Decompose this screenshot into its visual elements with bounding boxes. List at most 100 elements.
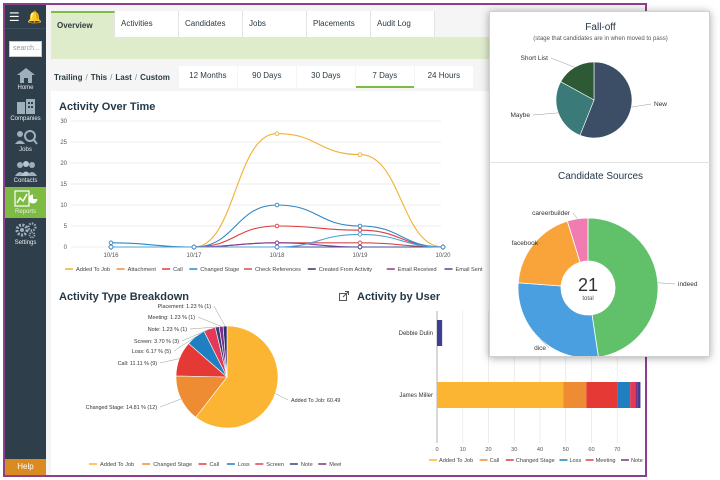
legend-label: Note — [301, 462, 313, 468]
x-tick-label: 30 — [511, 447, 517, 453]
pie-label-leader — [181, 328, 210, 342]
falloff-subtitle: (stage that candidates are in when moved… — [533, 36, 668, 42]
data-point-added-to-job — [274, 131, 280, 136]
help-button[interactable]: Help — [5, 459, 46, 475]
data-point-call — [357, 227, 363, 233]
sidebar-item-reports[interactable]: Reports — [5, 187, 46, 218]
range-mode-trailing[interactable]: Trailing — [54, 72, 83, 82]
pie-label-placement: Placement: 1.23 % (1) — [158, 304, 212, 310]
series-line-added-to-job — [111, 133, 444, 248]
data-point-interview — [357, 232, 363, 237]
y-tick-label: 5 — [64, 224, 68, 230]
bar-segment-placement — [637, 382, 641, 408]
legend-label: Email Received — [398, 267, 437, 273]
legend-label: Added To Job — [76, 267, 110, 273]
data-point-interview — [440, 244, 446, 250]
bar-segment-meeting — [630, 382, 636, 408]
y-tick-label: 10 — [60, 203, 67, 209]
sidebar-item-jobs[interactable]: Jobs — [5, 125, 46, 156]
pie-label-note: Note: 1.23 % (1) — [148, 327, 187, 333]
legend-label: Check References — [255, 267, 301, 273]
sidebar-item-settings[interactable]: Settings — [5, 218, 46, 249]
pie-label-leader — [159, 398, 182, 408]
falloff-title: Fall-off — [585, 22, 616, 33]
donut-center-label: total — [582, 296, 593, 302]
legend-label: Call — [490, 458, 500, 464]
sidebar-item-companies[interactable]: Companies — [5, 94, 46, 125]
donut-slice-indeed — [587, 217, 659, 356]
legend-label: Screen — [266, 462, 284, 468]
range-mode-this[interactable]: This — [90, 72, 108, 82]
legend-label: Email Sent — [456, 267, 483, 273]
data-point-changed-stage — [108, 240, 114, 246]
sidebar-item-label: Contacts — [13, 178, 38, 184]
candidate-sources-section: Candidate Sources — [490, 171, 711, 182]
x-tick-label: 20 — [485, 447, 491, 453]
pie-label-maybe: Maybe — [510, 112, 530, 119]
hamburger-menu-icon[interactable]: ☰ — [8, 9, 20, 24]
tab-audit-log[interactable]: Audit Log — [371, 11, 435, 37]
activity-over-time-chart: 0 5 10 15 20 25 30 10/16 10/17 10/18 10/19 10/20 Add… — [60, 119, 524, 273]
sidebar: ☰ 🔔 search... Home Companies Jobs Contac… — [5, 5, 46, 475]
bar-segment-loss — [617, 382, 631, 408]
range-mode-last[interactable]: Last — [115, 72, 132, 82]
gears-icon — [15, 222, 37, 239]
search-input[interactable]: search... — [9, 41, 42, 57]
tab-candidates[interactable]: Candidates — [179, 11, 243, 37]
legend-label: Added To Job — [439, 458, 473, 464]
candidate-sources-title: Candidate Sources — [557, 171, 644, 182]
legend-label: Call — [210, 462, 220, 468]
sidebar-nav: Home Companies Jobs Contacts Reports Set… — [5, 63, 46, 249]
donut-label-leader — [572, 212, 578, 219]
x-tick-label: 40 — [537, 447, 543, 453]
range-button-90-days[interactable]: 90 Days — [237, 66, 296, 88]
donut-slice-careerbuilder — [566, 217, 589, 263]
range-button-24-hours[interactable]: 24 Hours — [414, 66, 473, 88]
tab-placements[interactable]: Placements — [307, 11, 371, 37]
sidebar-item-contacts[interactable]: Contacts — [5, 156, 46, 187]
tab-overview[interactable]: Overview — [51, 11, 115, 37]
activity-type-breakdown-title: Activity Type Breakdown — [59, 291, 189, 303]
donut-label-leader — [533, 242, 542, 245]
pie-label-changed-stage: Changed Stage: 14.81 % (12) — [86, 405, 158, 411]
tab-jobs[interactable]: Jobs — [243, 11, 307, 37]
y-tick-label: Debbie Dulin — [399, 331, 433, 337]
sidebar-item-home[interactable]: Home — [5, 63, 46, 94]
activity-by-user-title: Activity by User — [357, 291, 441, 303]
tab-activities[interactable]: Activities — [115, 11, 179, 37]
bar-segment-note — [635, 382, 638, 408]
sidebar-item-label: Settings — [14, 240, 37, 246]
range-mode-custom[interactable]: Custom — [140, 72, 170, 82]
data-point-changed-stage — [357, 223, 363, 229]
notifications-bell-icon[interactable]: 🔔 — [27, 9, 43, 24]
y-tick-label: James Miller — [399, 393, 433, 399]
range-button-12-months[interactable]: 12 Months — [178, 66, 237, 88]
donut-label-leader — [657, 282, 676, 285]
pie-slice-added-to-job — [195, 325, 279, 429]
x-tick-label: 0 — [435, 447, 438, 453]
legend-label: Created From Activity — [319, 267, 373, 273]
legend-label: Added To Job — [100, 462, 134, 468]
bar-segment-added-to-job — [437, 382, 564, 408]
x-tick-label: 10/16 — [103, 253, 119, 259]
pie-label-leader — [532, 112, 559, 116]
data-point-email-received — [274, 240, 280, 246]
range-button-7-days[interactable]: 7 Days — [355, 66, 414, 88]
y-tick-label: 30 — [60, 119, 67, 125]
pie-label-added-to-job: Added To Job: 60.49 % — [291, 398, 341, 404]
reports-chart-icon — [13, 190, 37, 207]
external-link-icon[interactable] — [339, 291, 349, 301]
donut-label-careerbuilder: careerbuilder — [532, 210, 571, 217]
range-button-30-days[interactable]: 30 Days — [296, 66, 355, 88]
range-separator: / — [134, 72, 138, 82]
stats-popup-panel: Fall-off (stage that candidates are in w… — [489, 11, 711, 357]
data-point-call — [274, 223, 280, 229]
data-point-added-to-job — [357, 152, 363, 157]
pie-label-leader — [631, 103, 652, 108]
legend-label: Loss — [238, 462, 250, 468]
y-tick-label: 25 — [60, 140, 67, 146]
pie-label-new: New — [654, 101, 667, 108]
bar-segment-call — [563, 382, 587, 408]
activity-type-breakdown-chart: Added To Job: 60.49 % Changed Stage: 14.8… — [86, 304, 341, 468]
legend-label: Meeting — [596, 458, 616, 464]
